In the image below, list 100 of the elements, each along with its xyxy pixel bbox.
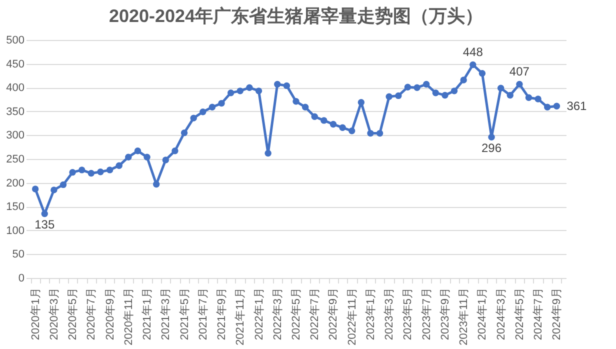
point — [516, 80, 523, 88]
y-tick-label: 500 — [6, 34, 24, 46]
y-tick-label: 50 — [12, 248, 24, 261]
x-tick-label: 2023年3月 — [384, 288, 396, 340]
point — [460, 76, 467, 84]
data-label: 448 — [462, 44, 484, 59]
point — [134, 148, 142, 154]
x-tick-label: 2020年3月 — [48, 288, 60, 340]
point — [376, 130, 384, 137]
data-label: 135 — [34, 218, 55, 232]
point — [190, 114, 197, 122]
x-tick-label: 2020年1月 — [30, 288, 42, 340]
point — [339, 124, 346, 131]
point — [450, 88, 458, 94]
y-tick-label: 0 — [18, 272, 24, 284]
point — [478, 70, 486, 77]
point — [442, 92, 448, 99]
x-tick-label: 2022年1月 — [253, 288, 266, 340]
x-tick-label: 2021年11月 — [234, 288, 247, 346]
y-tick-label: 100 — [6, 224, 24, 237]
x-tick-label: 2021年5月 — [178, 288, 191, 340]
point — [255, 88, 262, 94]
y-tick-label: 450 — [6, 58, 24, 70]
point — [125, 154, 132, 160]
point — [292, 98, 300, 105]
x-tick-label: 2021年9月 — [216, 288, 228, 340]
x-tick-label: 2022年9月 — [328, 288, 340, 340]
y-tick-label: 350 — [6, 106, 24, 118]
point — [311, 113, 318, 120]
point — [470, 61, 476, 68]
x-tick-label: 2023年9月 — [439, 288, 452, 340]
y-tick-label: 200 — [6, 177, 24, 190]
point — [544, 104, 551, 110]
x-tick-label: 2023年1月 — [364, 288, 377, 340]
x-tick-label: 2021年1月 — [142, 288, 154, 340]
point — [106, 166, 114, 174]
point — [386, 93, 392, 100]
x-tick-label: 2024年5月 — [514, 288, 526, 340]
point — [180, 129, 188, 136]
point — [534, 96, 542, 102]
point — [116, 162, 122, 170]
x-tick-label: 2020年9月 — [104, 288, 116, 340]
point — [78, 166, 86, 174]
point — [488, 134, 495, 140]
point — [422, 80, 430, 88]
point — [246, 84, 253, 91]
data-label: 296 — [482, 141, 502, 156]
point — [320, 117, 328, 124]
data-label: 361 — [566, 99, 588, 114]
x-tick-label: 2023年11月 — [458, 288, 470, 346]
point — [432, 89, 440, 96]
point — [172, 148, 178, 154]
point — [50, 186, 58, 194]
point — [553, 102, 560, 110]
x-tick-label: 2024年9月 — [551, 288, 564, 340]
point — [60, 181, 67, 188]
x-tick-label: 2021年7月 — [197, 288, 210, 340]
data-label: 407 — [509, 64, 530, 78]
point — [348, 128, 356, 134]
point — [236, 88, 244, 94]
point — [200, 108, 206, 116]
point — [414, 84, 420, 91]
x-tick-label: 2024年1月 — [476, 288, 489, 340]
x-tick-label: 2020年5月 — [67, 288, 80, 340]
x-tick-label: 2022年7月 — [309, 288, 322, 340]
x-tick-label: 2024年3月 — [495, 288, 508, 340]
point — [497, 84, 504, 92]
x-tick-label: 2020年11月 — [122, 288, 135, 346]
x-tick-label: 2021年3月 — [160, 288, 172, 340]
point — [274, 80, 281, 88]
point — [264, 150, 272, 157]
point — [395, 92, 402, 100]
x-tick-label: 2020年7月 — [86, 288, 98, 340]
point — [358, 99, 365, 106]
point — [97, 168, 104, 176]
x-tick-label: 2023年5月 — [402, 288, 414, 340]
chart-title: 2020-2024年广东省生猪屠宰量走势图（万头） — [108, 6, 484, 26]
x-tick-label: 2022年5月 — [290, 288, 302, 340]
point — [330, 120, 337, 128]
x-tick-label: 2024年7月 — [532, 288, 545, 340]
point — [69, 168, 76, 176]
point — [283, 82, 290, 90]
point — [367, 130, 374, 137]
point — [208, 104, 216, 110]
x-tick-label: 2023年7月 — [420, 288, 433, 340]
point — [506, 92, 514, 99]
point — [404, 84, 412, 90]
point — [227, 89, 234, 96]
point — [41, 210, 48, 218]
x-tick-label: 2022年3月 — [272, 288, 284, 340]
point — [88, 170, 95, 177]
point — [302, 104, 309, 110]
point — [32, 186, 39, 192]
point — [144, 154, 150, 160]
y-tick-label: 150 — [6, 201, 24, 214]
point — [525, 94, 532, 101]
point — [218, 100, 225, 107]
point — [152, 180, 160, 188]
y-tick-label: 400 — [6, 82, 24, 94]
y-tick-label: 300 — [6, 130, 24, 142]
